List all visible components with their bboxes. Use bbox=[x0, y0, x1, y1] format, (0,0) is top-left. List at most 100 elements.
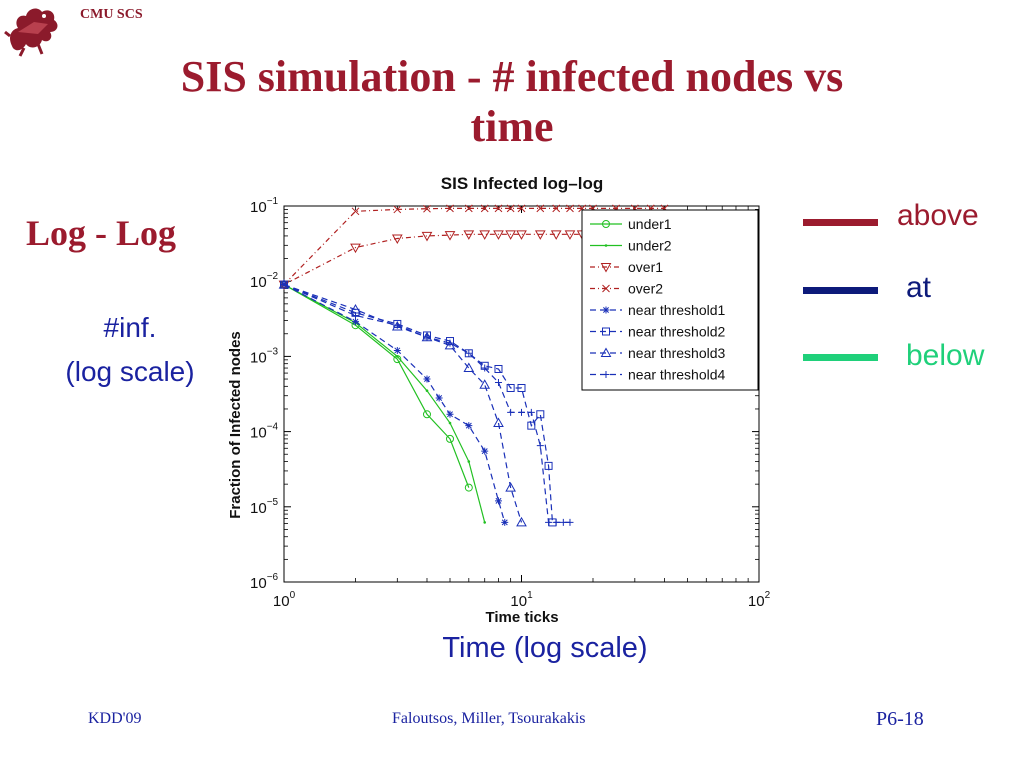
data-point-over1 bbox=[564, 230, 576, 240]
data-point-over1 bbox=[534, 230, 546, 240]
data-point-near-threshold4 bbox=[527, 408, 535, 416]
data-point-near-threshold3 bbox=[505, 482, 516, 492]
cmu-dragon-logo bbox=[4, 8, 58, 57]
data-point-under2 bbox=[448, 421, 452, 425]
data-point-near-threshold3 bbox=[516, 516, 527, 527]
legend-marker-near-threshold2 bbox=[602, 327, 610, 336]
slide-title: SIS simulation - # infected nodes vs tim… bbox=[0, 52, 1024, 152]
data-point-near-threshold1 bbox=[435, 394, 443, 402]
data-point-near-threshold2 bbox=[536, 410, 545, 419]
y-tick-label: 10−6 bbox=[250, 572, 279, 592]
data-point-near-threshold4 bbox=[552, 518, 560, 526]
data-point-near-threshold2 bbox=[506, 384, 515, 393]
data-point-near-threshold4 bbox=[465, 349, 473, 357]
x-tick-label: 102 bbox=[748, 590, 771, 610]
y-axis-label: Fraction of Infected nodes bbox=[227, 331, 244, 519]
data-point-over2 bbox=[480, 204, 489, 213]
data-point-near-threshold1 bbox=[465, 422, 473, 430]
legend-marker-near-threshold1 bbox=[602, 306, 610, 314]
data-point-over1 bbox=[421, 231, 433, 242]
y-tick-label: 10−1 bbox=[250, 196, 279, 216]
data-point-near-threshold1 bbox=[351, 318, 359, 326]
data-point-near-threshold4 bbox=[393, 321, 401, 329]
footer-left: KDD'09 bbox=[88, 710, 142, 727]
org-label: CMU SCS bbox=[80, 7, 143, 22]
legend-label-above: above bbox=[897, 199, 979, 232]
data-point-over1 bbox=[391, 234, 403, 244]
data-point-over2 bbox=[423, 204, 431, 213]
data-point-near-threshold4 bbox=[559, 518, 567, 526]
data-point-near-threshold3 bbox=[479, 379, 491, 389]
data-point-over2 bbox=[446, 204, 454, 213]
series-line-under1 bbox=[283, 284, 470, 488]
data-point-near-threshold1 bbox=[501, 518, 509, 526]
series-line-near-threshold3 bbox=[283, 284, 523, 523]
legend-line-at bbox=[803, 287, 878, 294]
slide-title-line1: SIS simulation - # infected nodes vs bbox=[180, 52, 844, 101]
legend-frame bbox=[581, 209, 759, 391]
legend-entry-over1: over1 bbox=[628, 259, 663, 275]
data-point-near-threshold1 bbox=[481, 447, 489, 455]
legend-entry-over2: over2 bbox=[628, 281, 663, 297]
data-point-over2 bbox=[351, 207, 360, 216]
y-tick-label: 10−5 bbox=[250, 497, 279, 517]
data-point-over2 bbox=[552, 204, 561, 213]
data-point-near-threshold4 bbox=[566, 518, 574, 526]
data-point-near-threshold1 bbox=[494, 497, 502, 505]
data-point-near-threshold2 bbox=[517, 384, 526, 393]
data-point-over1 bbox=[493, 230, 504, 240]
data-point-near-threshold3 bbox=[463, 362, 475, 373]
data-point-near-threshold2 bbox=[494, 364, 503, 373]
chart-legend: under1 under2 over1 over2 near threshold1 nea… bbox=[581, 209, 759, 391]
legend-marker-over2 bbox=[602, 284, 610, 293]
legend-marker-under1 bbox=[602, 220, 610, 228]
data-point-over1 bbox=[550, 230, 562, 240]
legend-entry-near-threshold3: near threshold3 bbox=[628, 345, 726, 361]
legend-entry-under1: under1 bbox=[628, 216, 672, 232]
slide-subtitle: Log - Log bbox=[26, 213, 177, 253]
y-annotation-line2: (log scale) bbox=[65, 356, 195, 387]
data-point-under1 bbox=[422, 410, 431, 419]
legend-marker-under2 bbox=[604, 244, 608, 247]
data-point-over2 bbox=[536, 204, 545, 213]
data-point-under1 bbox=[446, 434, 455, 443]
data-point-near-threshold3 bbox=[493, 417, 504, 428]
legend-entry-near-threshold2: near threshold2 bbox=[628, 324, 726, 340]
data-point-near-threshold4 bbox=[507, 408, 515, 416]
data-point-near-threshold4 bbox=[481, 364, 489, 372]
data-point-over2 bbox=[517, 204, 526, 213]
data-point-under2 bbox=[396, 355, 399, 358]
legend-line-above bbox=[803, 219, 878, 226]
data-point-under2 bbox=[425, 389, 429, 392]
data-point-over1 bbox=[505, 230, 516, 240]
x-axis-label: Time ticks bbox=[485, 609, 558, 626]
data-point-over1 bbox=[479, 230, 491, 240]
data-point-near-threshold4 bbox=[280, 281, 288, 289]
series-line-near-threshold1 bbox=[283, 284, 506, 523]
y-tick-label: 10−2 bbox=[250, 271, 279, 291]
slide-title-line2: time bbox=[470, 102, 554, 151]
y-annotation-line1: #inf. bbox=[103, 312, 157, 343]
x-annotation: Time (log scale) bbox=[442, 632, 648, 664]
data-point-over1 bbox=[463, 230, 475, 240]
legend-marker-near-threshold3 bbox=[600, 347, 612, 357]
legend-entry-under2: under2 bbox=[628, 238, 672, 254]
data-point-near-threshold4 bbox=[518, 408, 525, 416]
x-tick-label: 100 bbox=[273, 590, 296, 610]
data-point-near-threshold4 bbox=[423, 333, 431, 341]
footer-center: Faloutsos, Miller, Tsourakakis bbox=[392, 710, 586, 727]
legend-entry-near-threshold4: near threshold4 bbox=[628, 367, 726, 383]
y-tick-label: 10−4 bbox=[250, 422, 279, 442]
data-point-over2 bbox=[464, 204, 473, 213]
data-point-under2 bbox=[467, 460, 471, 463]
legend-marker-over1 bbox=[600, 263, 612, 273]
data-point-near-threshold2 bbox=[544, 461, 553, 470]
data-point-near-threshold3 bbox=[444, 339, 456, 350]
legend-label-below: below bbox=[906, 339, 985, 372]
data-point-near-threshold4 bbox=[545, 518, 553, 526]
data-point-over2 bbox=[506, 204, 515, 213]
data-point-near-threshold4 bbox=[446, 339, 454, 347]
data-point-over2 bbox=[566, 204, 574, 213]
x-tick-label: 101 bbox=[510, 590, 533, 610]
data-point-near-threshold4 bbox=[351, 311, 359, 319]
